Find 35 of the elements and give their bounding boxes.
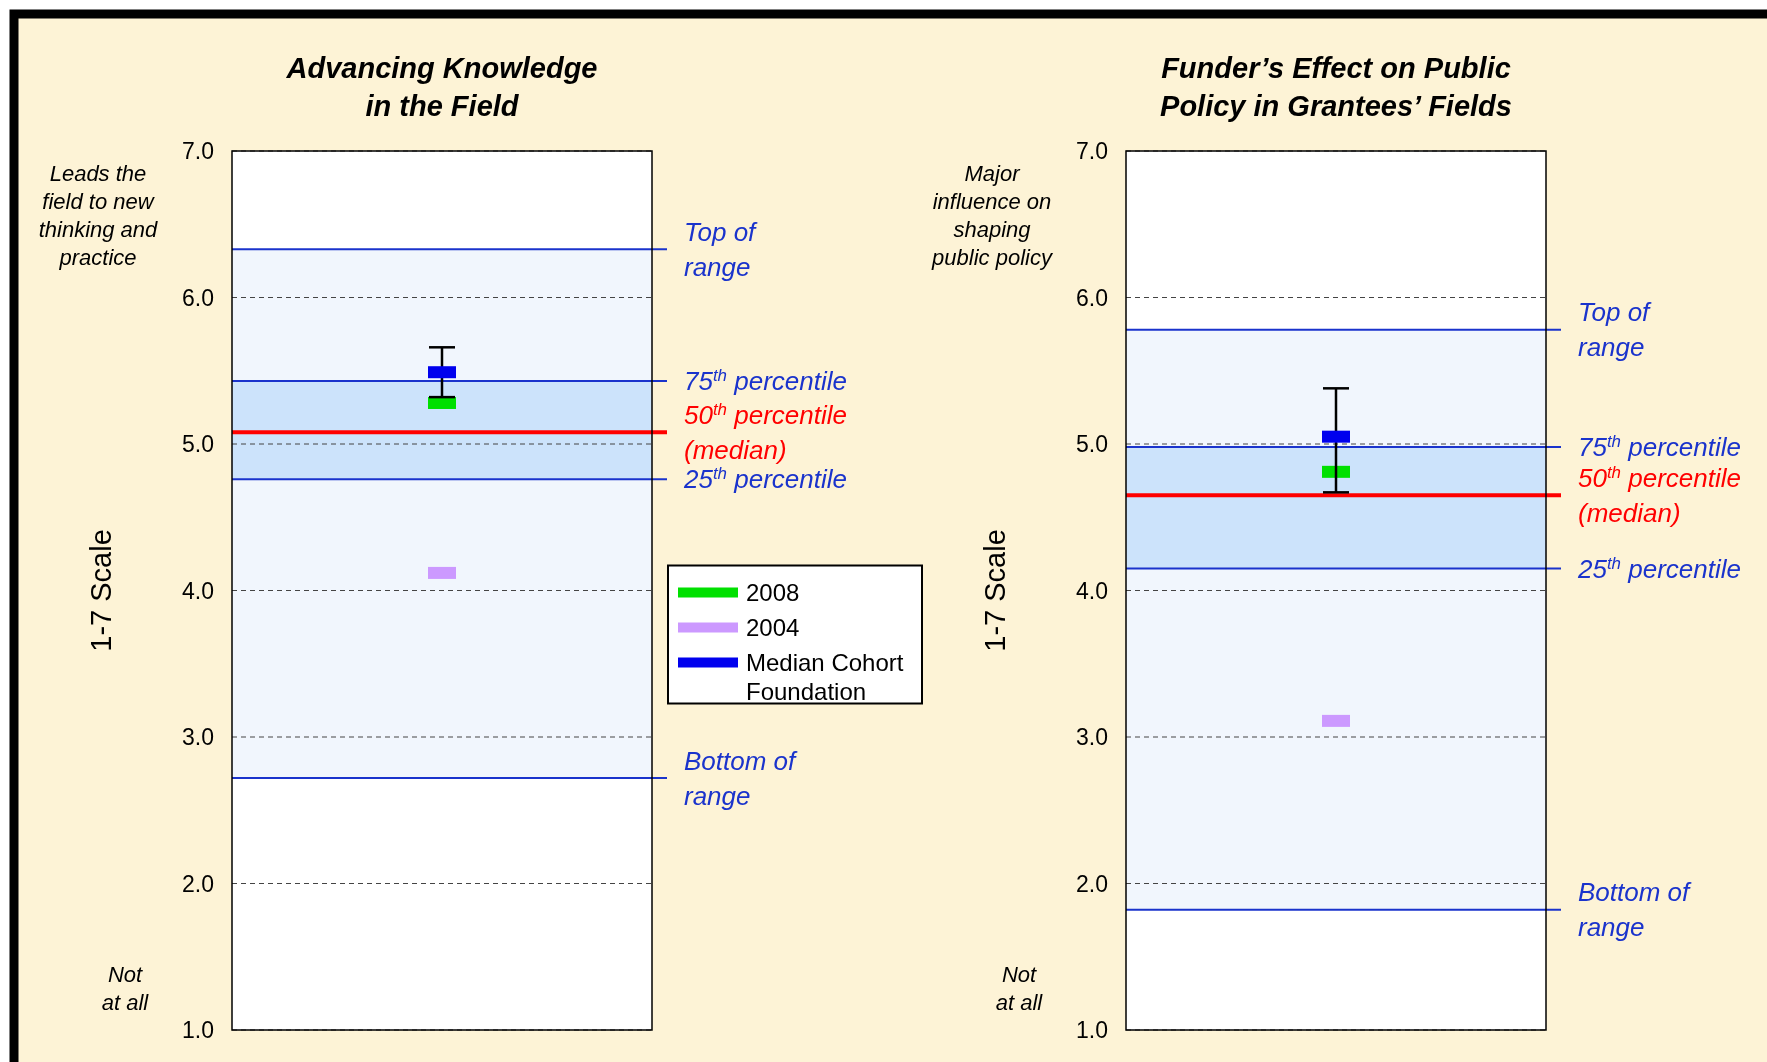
ref-line-label: 75$^{th}$ percentile bbox=[684, 365, 847, 397]
text: Major influence on shaping public policy bbox=[931, 161, 1054, 270]
ref-line-label: Bottom of range bbox=[1578, 877, 1693, 943]
y-tick-label: 5.0 bbox=[182, 431, 214, 457]
y-tick-label: 4.0 bbox=[182, 577, 214, 604]
ref-line-label: Bottom of range bbox=[684, 745, 799, 811]
chart-title: Advancing Knowledge in the Field bbox=[285, 52, 598, 122]
y-tick-label: 2.0 bbox=[182, 870, 214, 897]
ref-line-label: 25$^{th}$ percentile bbox=[683, 463, 847, 495]
ref-line-label: 25$^{th}$ percentile bbox=[1577, 553, 1741, 584]
y-tick-label: 3.0 bbox=[1076, 724, 1108, 750]
chart-title: Funder’s Effect on Public Policy in Grantees’ Fields bbox=[1160, 52, 1512, 122]
ref-line-label: Top of range bbox=[684, 216, 759, 282]
y-axis-title: 1-7 Scale bbox=[979, 529, 1011, 652]
text: Not at all bbox=[101, 962, 150, 1015]
y-tick-label: 4.0 bbox=[1076, 577, 1108, 604]
y-tick-label: 3.0 bbox=[182, 724, 214, 750]
y-tick-label: 1.0 bbox=[1076, 1017, 1108, 1043]
y-tick-label: 7.0 bbox=[182, 138, 214, 164]
legend-label: 2008 bbox=[746, 578, 800, 606]
y-axis-title: 1-7 Scale bbox=[85, 529, 117, 652]
y-tick-label: 1.0 bbox=[182, 1017, 214, 1043]
y-tick-label: 5.0 bbox=[1076, 431, 1108, 457]
legend-label: 2004 bbox=[746, 613, 800, 641]
text: Leads the field to new thinking and practice bbox=[38, 161, 159, 270]
y-tick-label: 7.0 bbox=[1076, 138, 1108, 164]
y-tick-label: 6.0 bbox=[182, 284, 214, 311]
y-tick-label: 2.0 bbox=[1076, 870, 1108, 897]
y-tick-label: 6.0 bbox=[1076, 284, 1108, 311]
legend-label: Median Cohort Foundation bbox=[746, 648, 904, 705]
ref-line-label: 75$^{th}$ percentile bbox=[1578, 431, 1741, 462]
ref-line-label: 50$^{th}$ percentile (median) bbox=[1578, 462, 1741, 528]
ref-line-label: Top of range bbox=[1578, 297, 1653, 363]
text: Not at all bbox=[995, 962, 1044, 1015]
ref-line-label: 50$^{th}$ percentile (median) bbox=[684, 399, 847, 465]
